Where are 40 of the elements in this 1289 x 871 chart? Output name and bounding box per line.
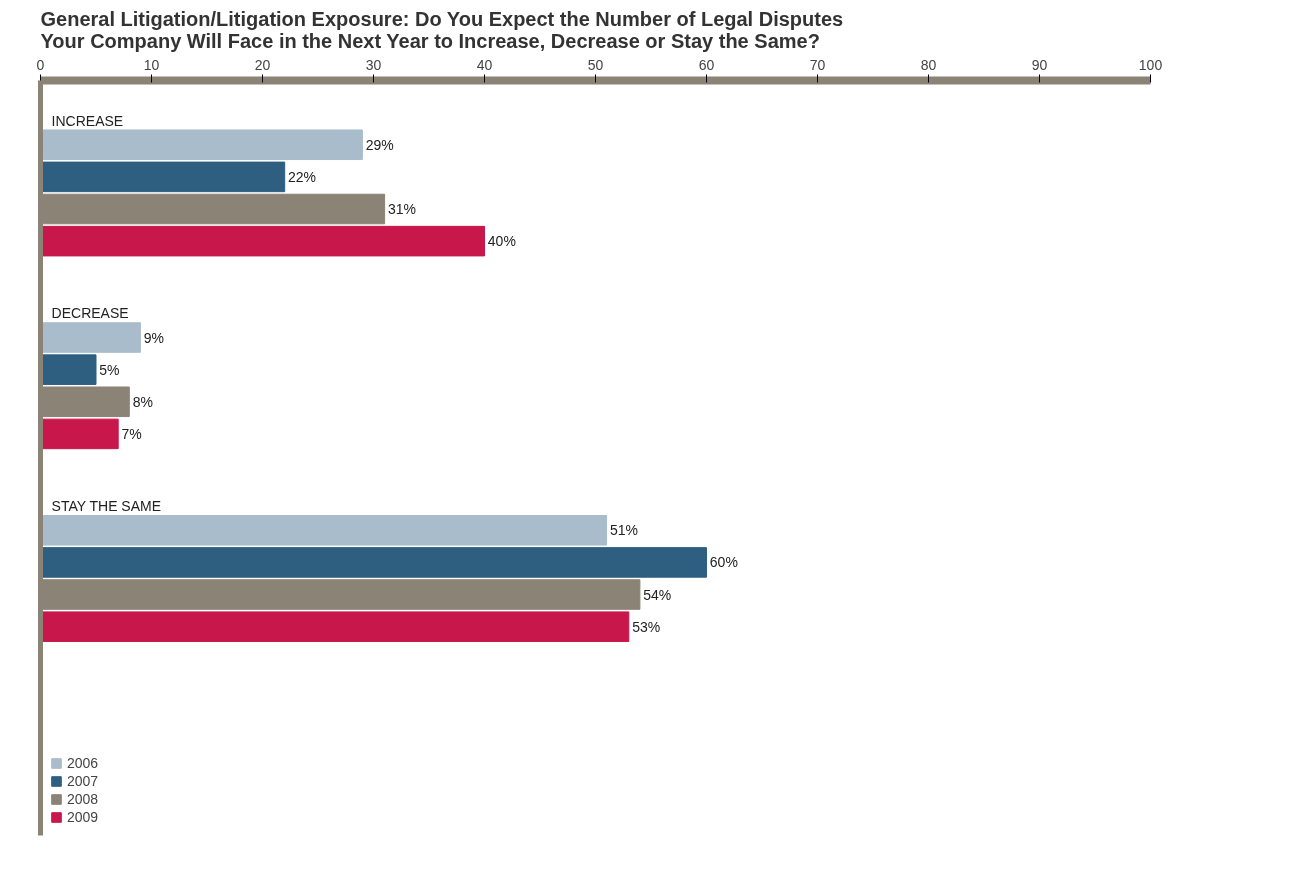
- legend-label: 2008: [67, 791, 99, 807]
- bar: [40, 129, 363, 161]
- x-tick-label: 60: [698, 56, 715, 73]
- data-label: 5%: [99, 361, 120, 378]
- data-label: 51%: [609, 522, 638, 539]
- data-label: 29%: [365, 136, 394, 153]
- x-tick-label: 70: [809, 56, 826, 73]
- chart-title: General Litigation/Litigation Exposure: Do You Expect the Number of Legal Disputes Your Company Will Face in the Next Year to Increase, Decrease or Stay the Same?: [40, 7, 844, 52]
- legend-label: 2007: [67, 773, 99, 789]
- data-label: 22%: [288, 168, 317, 185]
- legend-label: 2009: [67, 809, 99, 825]
- legend-label: 2006: [67, 755, 99, 771]
- x-tick-label: 50: [587, 56, 604, 73]
- x-tick-label: 10: [143, 56, 160, 73]
- y-tick-label: DECREASE: [51, 305, 129, 322]
- y-tick-label: STAY THE SAME: [51, 498, 162, 515]
- data-label: 40%: [487, 233, 516, 250]
- x-tick-label: 20: [254, 56, 271, 73]
- data-label: 9%: [143, 329, 164, 346]
- x-tick-label: 80: [920, 56, 937, 73]
- bar: [40, 225, 485, 257]
- bar: [40, 322, 141, 353]
- x-tick-label: 100: [1138, 56, 1163, 73]
- y-tick-label: INCREASE: [51, 112, 124, 129]
- data-label: 7%: [121, 425, 142, 442]
- bar: [40, 161, 286, 193]
- data-label: 54%: [643, 586, 672, 603]
- bar: [40, 354, 97, 385]
- bar: [40, 418, 119, 450]
- bar: [40, 611, 630, 642]
- x-tick-label: 90: [1031, 56, 1048, 73]
- data-label: 31%: [387, 201, 416, 218]
- data-label: 53%: [632, 618, 661, 635]
- x-tick-label: 0: [36, 56, 45, 73]
- bar: [40, 547, 707, 578]
- data-label: 60%: [709, 554, 738, 571]
- x-tick-label: 40: [476, 56, 493, 73]
- data-label: 8%: [132, 393, 153, 410]
- bar: [40, 515, 608, 546]
- x-tick-label: 30: [365, 56, 382, 73]
